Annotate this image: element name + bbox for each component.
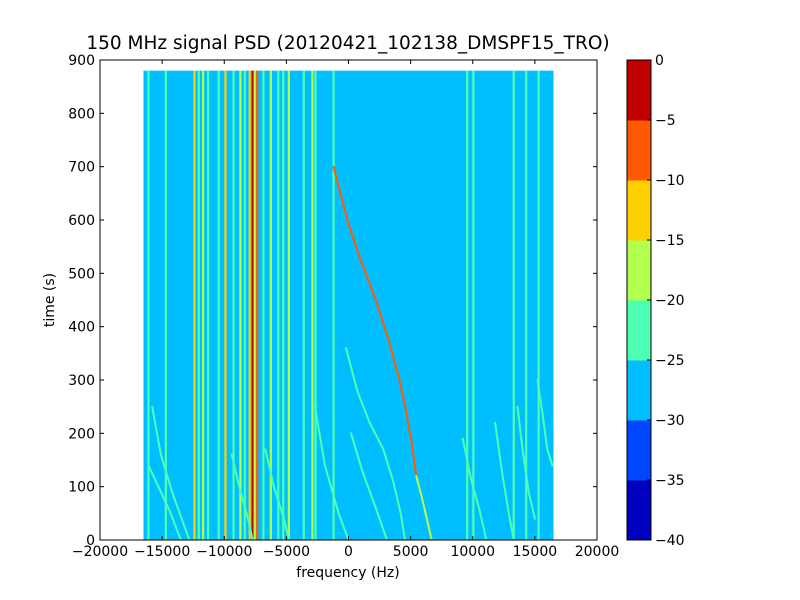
y-tick-label: 700 <box>68 160 95 176</box>
colorbar-tick-label: −35 <box>655 473 685 489</box>
x-tick-label: −20000 <box>72 544 128 560</box>
signal-trace <box>350 432 388 541</box>
colorbar-segment <box>627 120 651 181</box>
x-axis: −20000 −15000 −10000 −5000 0 5000 10000 15000 20… <box>72 60 619 560</box>
x-tick-label: −15000 <box>134 544 190 560</box>
signal-trace <box>536 379 554 467</box>
signal-trace <box>147 464 182 541</box>
signal-trace <box>264 448 290 541</box>
colorbar-segment <box>627 360 651 421</box>
signal-trace <box>151 405 191 541</box>
colorbar-tick-label: −5 <box>655 113 676 129</box>
y-tick-label: 800 <box>68 106 95 122</box>
y-tick-label: 100 <box>68 480 95 496</box>
signal-trace <box>345 347 406 541</box>
colorbar-tick-label: 0 <box>655 53 664 69</box>
signal-trace <box>516 405 536 520</box>
x-tick-label: 20000 <box>575 544 620 560</box>
x-tick-label: −5000 <box>263 544 310 560</box>
y-tick-label: 600 <box>68 213 95 229</box>
colorbar-segment <box>627 240 651 301</box>
y-axis: 0 100 200 300 400 500 600 700 800 900 <box>68 53 597 549</box>
colorbar-tick-label: −40 <box>655 533 685 549</box>
y-tick-label: 0 <box>86 533 95 549</box>
y-tick-label: 300 <box>68 373 95 389</box>
colorbar-tick-label: −15 <box>655 233 685 249</box>
chart-title: 150 MHz signal PSD (20120421_102138_DMSP… <box>86 33 609 54</box>
colorbar-tick-label: −25 <box>655 353 685 369</box>
signal-trace <box>332 165 418 477</box>
colorbar-segment <box>627 60 651 121</box>
x-tick-label: 15000 <box>513 544 558 560</box>
x-axis-label: frequency (Hz) <box>296 565 399 581</box>
colorbar-tick-label: −20 <box>655 293 685 309</box>
colorbar-segment <box>627 420 651 481</box>
y-tick-label: 500 <box>68 266 95 282</box>
y-tick-label: 900 <box>68 53 95 69</box>
y-tick-label: 200 <box>68 426 95 442</box>
colorbar-tick-label: −10 <box>655 173 685 189</box>
colorbar: −40 −35 −30 −25 −20 −15 −10 −5 0 <box>626 53 685 549</box>
y-axis-label: time (s) <box>42 273 58 327</box>
colorbar-segment <box>627 300 651 361</box>
x-tick-label: −10000 <box>196 544 252 560</box>
signal-trace <box>494 421 515 541</box>
signal-trace <box>415 475 433 541</box>
x-tick-label: 0 <box>344 544 353 560</box>
signal-trace <box>230 453 254 541</box>
x-tick-label: 5000 <box>393 544 429 560</box>
colorbar-segment <box>627 480 651 541</box>
signal-trace <box>461 437 488 541</box>
y-tick-label: 400 <box>68 320 95 336</box>
x-tick-label: 10000 <box>450 544 495 560</box>
colorbar-tick-label: −30 <box>655 413 685 429</box>
signal-trace <box>314 405 350 541</box>
heatmap-background <box>143 70 554 541</box>
heatmap-data <box>143 70 554 541</box>
colorbar-segment <box>627 180 651 241</box>
